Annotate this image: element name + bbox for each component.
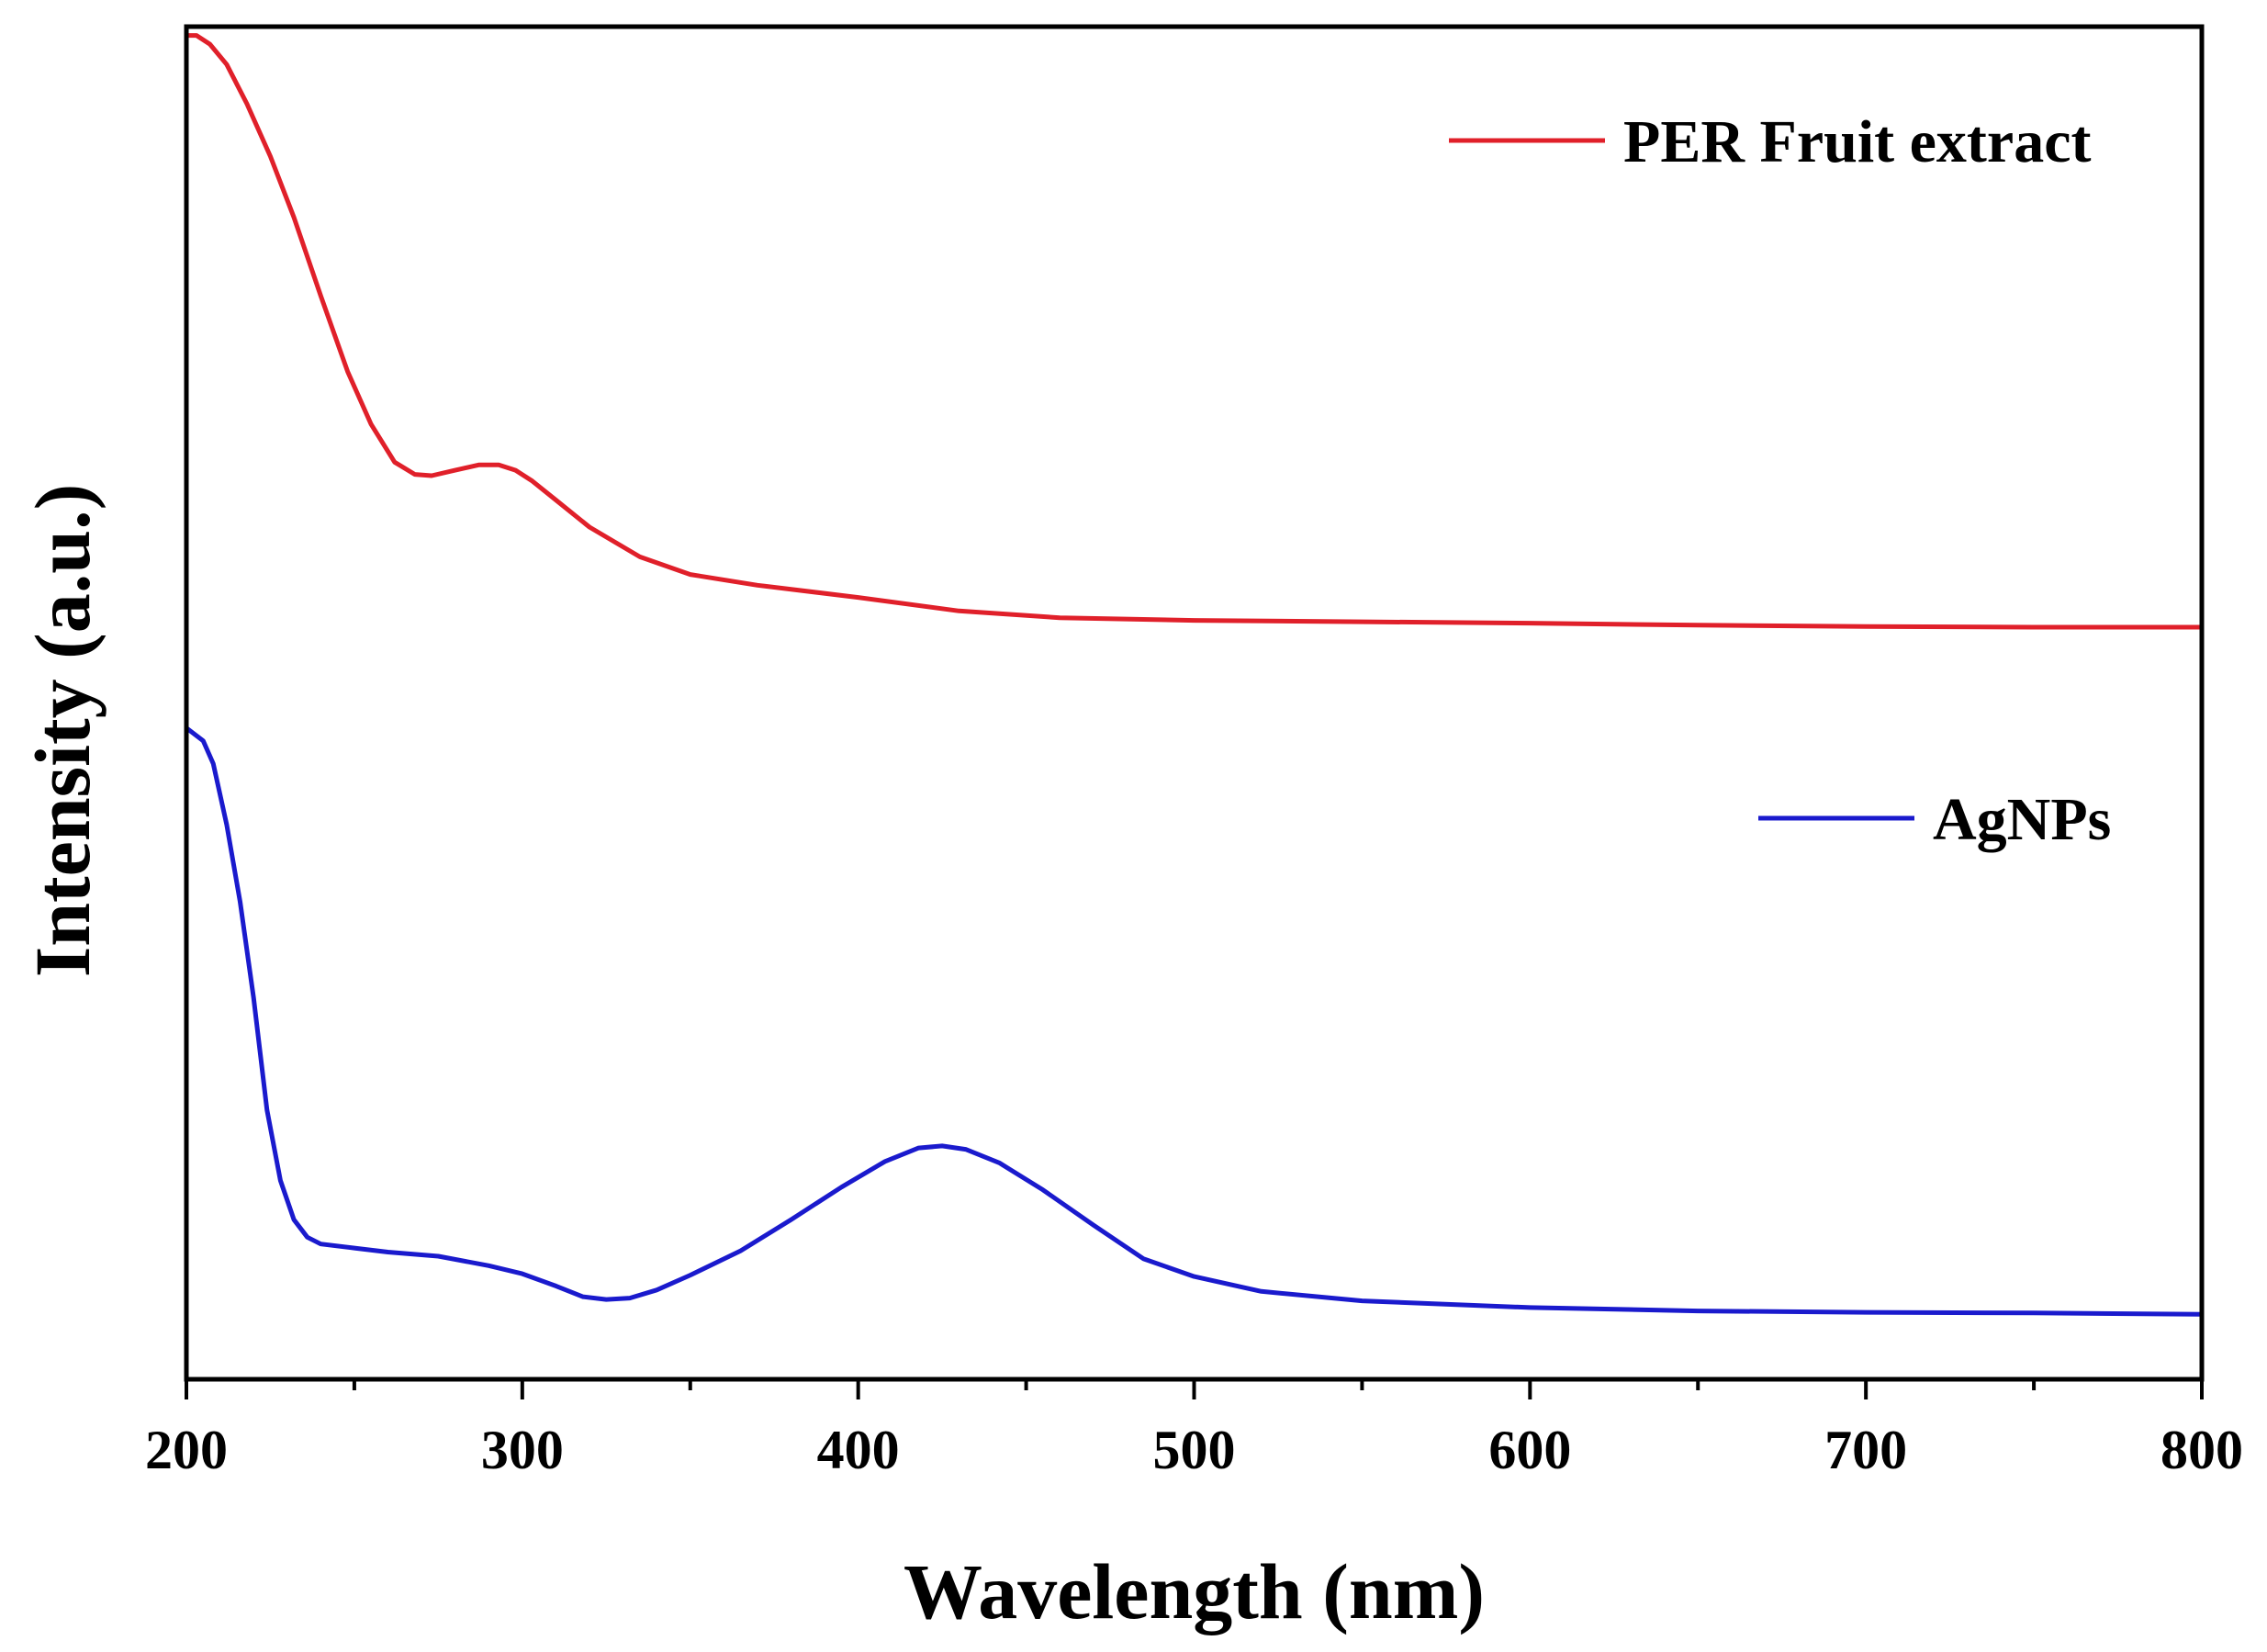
x-tick-label: 800 [2160, 1420, 2243, 1480]
x-tick-label: 200 [145, 1420, 228, 1480]
x-tick-label: 300 [481, 1420, 564, 1480]
plot-frame [184, 24, 2205, 1382]
x-tick-label: 600 [1488, 1420, 1571, 1480]
x-axis-ticks [185, 1379, 2204, 1399]
legend: PER Fruit extract AgNPs [1449, 108, 2111, 853]
x-axis-tick-labels: 200 300 400 500 600 700 800 [145, 1420, 2243, 1480]
x-axis-title: Wavelength (nm) [903, 1547, 1485, 1635]
y-axis-title: Intensity (a.u.) [18, 484, 107, 978]
series-line-per-fruit-extract [184, 33, 2205, 630]
series-line-agnps [184, 725, 2205, 1317]
series-lines [184, 33, 2205, 1317]
x-tick-label: 700 [1824, 1420, 1907, 1480]
legend-label: AgNPs [1933, 786, 2111, 853]
legend-label: PER Fruit extract [1623, 108, 2091, 175]
x-tick-label: 400 [817, 1420, 900, 1480]
x-tick-label: 500 [1153, 1420, 1236, 1480]
